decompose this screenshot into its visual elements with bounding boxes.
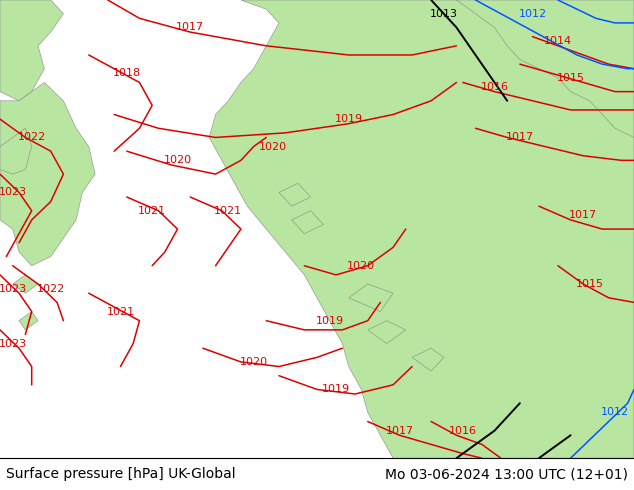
- Text: 1019: 1019: [335, 114, 363, 124]
- Polygon shape: [279, 183, 311, 206]
- Text: 1015: 1015: [576, 279, 604, 289]
- Polygon shape: [292, 211, 323, 234]
- Text: 1023: 1023: [0, 339, 27, 348]
- Text: 1020: 1020: [259, 142, 287, 151]
- Text: 1022: 1022: [18, 132, 46, 143]
- Polygon shape: [19, 312, 38, 330]
- Text: 1019: 1019: [316, 316, 344, 326]
- Polygon shape: [368, 321, 406, 343]
- Text: 1014: 1014: [544, 36, 572, 46]
- Text: Mo 03-06-2024 13:00 UTC (12+01): Mo 03-06-2024 13:00 UTC (12+01): [385, 467, 628, 481]
- Text: 1021: 1021: [107, 307, 134, 317]
- Text: 1022: 1022: [37, 284, 65, 294]
- Text: 1023: 1023: [0, 187, 27, 197]
- Text: 1018: 1018: [113, 68, 141, 78]
- Text: 1017: 1017: [569, 210, 597, 221]
- Text: 1020: 1020: [347, 261, 375, 271]
- Text: 1016: 1016: [481, 82, 508, 92]
- Polygon shape: [0, 0, 63, 101]
- Text: 1023: 1023: [0, 284, 27, 294]
- Text: 1020: 1020: [164, 155, 191, 165]
- Text: 1017: 1017: [506, 132, 534, 143]
- Text: 1017: 1017: [176, 23, 204, 32]
- Text: 1012: 1012: [601, 407, 629, 417]
- Polygon shape: [0, 82, 95, 266]
- Text: 1015: 1015: [557, 73, 585, 83]
- Polygon shape: [349, 284, 393, 312]
- Text: 1021: 1021: [138, 206, 166, 216]
- Polygon shape: [412, 348, 444, 371]
- Polygon shape: [0, 128, 32, 174]
- Text: 1020: 1020: [240, 357, 268, 367]
- Text: Surface pressure [hPa] UK-Global: Surface pressure [hPa] UK-Global: [6, 467, 236, 481]
- Polygon shape: [13, 275, 38, 293]
- Polygon shape: [456, 0, 634, 138]
- Polygon shape: [209, 0, 634, 458]
- Text: 1012: 1012: [519, 9, 547, 19]
- Text: 1013: 1013: [430, 9, 458, 19]
- Text: 1019: 1019: [322, 385, 350, 394]
- Text: 1016: 1016: [449, 426, 477, 436]
- Text: 1021: 1021: [214, 206, 242, 216]
- Text: 1017: 1017: [385, 426, 413, 436]
